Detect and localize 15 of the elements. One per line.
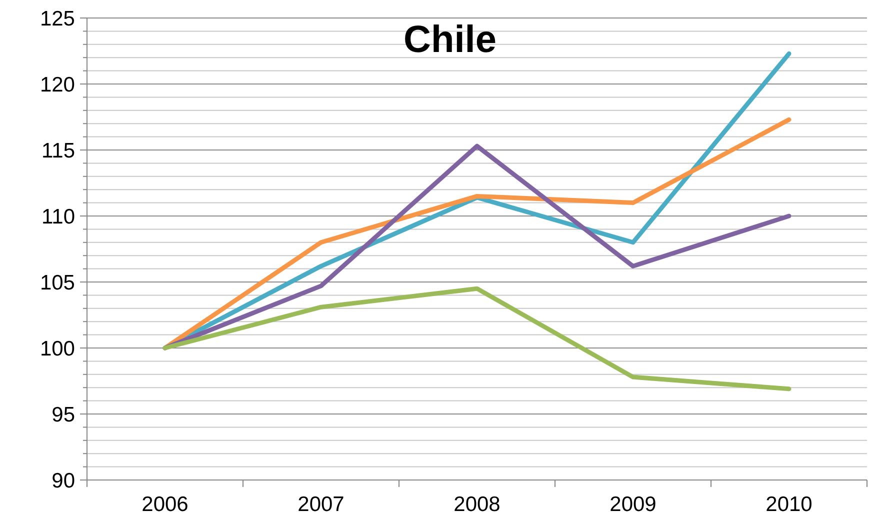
y-tick-label: 100 xyxy=(40,337,75,360)
y-tick-label: 125 xyxy=(40,7,75,30)
y-tick-label: 95 xyxy=(52,403,75,426)
y-tick-label: 115 xyxy=(42,139,75,162)
y-tick-label: 105 xyxy=(40,271,75,294)
x-tick-label: 2006 xyxy=(142,493,188,516)
chart-title: Chile xyxy=(404,19,496,61)
y-tick-label: 120 xyxy=(40,73,75,96)
x-tick-label: 2007 xyxy=(298,493,344,516)
y-tick-label: 110 xyxy=(42,205,75,228)
x-tick-label: 2010 xyxy=(766,493,812,516)
x-tick-label: 2008 xyxy=(454,493,500,516)
x-tick-label: 2009 xyxy=(610,493,656,516)
y-tick-label: 90 xyxy=(52,469,75,492)
line-series xyxy=(162,286,792,392)
